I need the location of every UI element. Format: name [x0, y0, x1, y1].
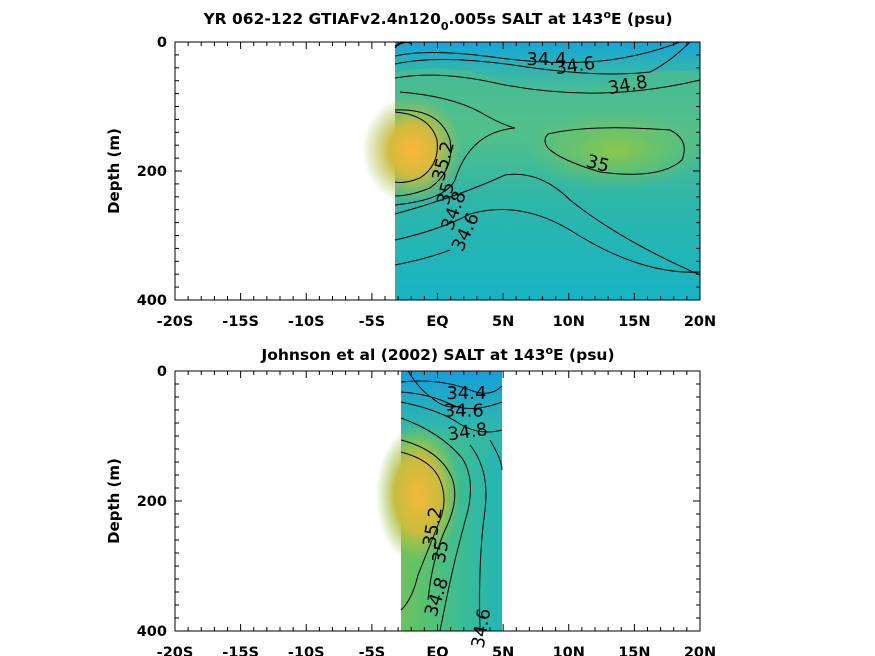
contour-line — [400, 391, 503, 409]
contour-line — [407, 370, 461, 408]
x-tick-label: 20N — [684, 314, 716, 330]
x-tick-label: -20S — [157, 645, 194, 656]
x-tick-label: -10S — [288, 314, 325, 330]
x-tick-label: 5N — [492, 314, 514, 330]
axis-ticks: -20S -15S -10S -5S EQ 5N 10N 15N 20N 0 200 400 — [137, 364, 716, 656]
x-tick-label: EQ — [426, 314, 448, 330]
contour-line — [394, 173, 701, 276]
x-tick-label: 10N — [553, 645, 585, 656]
y-tick-label: 400 — [137, 624, 167, 640]
contour-line — [400, 417, 471, 632]
y-axis-label: Depth (m) — [105, 458, 123, 544]
contour-line — [400, 401, 503, 433]
panel-model: YR 062-122 GTIAFv2.4n1200.005s SALT at 1… — [105, 8, 716, 330]
y-tick-label: 200 — [137, 494, 167, 510]
x-tick-label: 10N — [553, 314, 585, 330]
contour-line — [400, 451, 445, 611]
x-tick-label: 20N — [684, 645, 716, 656]
x-tick-label: -15S — [222, 645, 259, 656]
contour-line — [394, 109, 452, 197]
contour-line — [489, 439, 503, 471]
x-tick-label: -15S — [222, 314, 259, 330]
y-axis-label: Depth (m) — [105, 128, 123, 214]
y-tick-label: 0 — [157, 364, 167, 380]
field-saline-core — [362, 95, 462, 205]
chart-title: YR 062-122 GTIAFv2.4n1200.005s SALT at 1… — [202, 8, 672, 33]
x-tick-label: -5S — [359, 645, 386, 656]
contour-line — [394, 41, 691, 75]
contour-label: 34.4 — [446, 383, 486, 404]
contour-line — [394, 111, 438, 183]
panel-observations: Johnson et al (2002) SALT at 143oE (psu)… — [105, 344, 716, 656]
contour-label: 34.6 — [444, 400, 484, 421]
x-tick-label: 15N — [618, 645, 650, 656]
contour-line — [394, 91, 516, 206]
axis-ticks: -20S -15S -10S -5S EQ 5N 10N 15N 20N 0 200 400 — [137, 35, 716, 330]
contour-line — [544, 127, 685, 175]
x-tick-label: -5S — [359, 314, 386, 330]
contour-label: 35 — [429, 539, 454, 565]
contour-line — [394, 209, 701, 273]
contour-line — [394, 41, 681, 64]
contour-line — [469, 444, 487, 632]
x-tick-label: 5N — [492, 645, 514, 656]
y-tick-label: 0 — [157, 35, 167, 51]
x-tick-label: 15N — [618, 314, 650, 330]
x-tick-label: -10S — [288, 645, 325, 656]
chart-title: Johnson et al (2002) SALT at 143oE (psu) — [260, 344, 614, 364]
contour-line — [394, 74, 701, 94]
contour-line — [400, 380, 503, 394]
y-tick-label: 400 — [137, 293, 167, 309]
contour-line — [394, 249, 451, 266]
x-tick-label: -20S — [157, 314, 194, 330]
contour-lines — [394, 41, 701, 276]
contour-lines — [400, 370, 503, 632]
field-saline-north — [525, 110, 705, 190]
contour-label: 34.4 — [526, 49, 566, 70]
y-tick-label: 200 — [137, 164, 167, 180]
x-tick-label: EQ — [426, 645, 448, 656]
contour-line — [400, 439, 456, 601]
